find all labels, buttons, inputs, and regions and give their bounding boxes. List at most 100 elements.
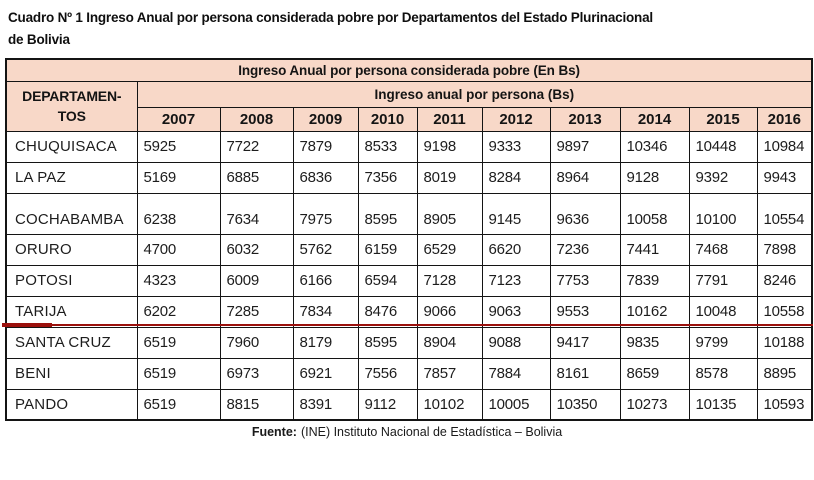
department-cell: TARIJA [5,295,138,328]
value-cell: 8815 [219,388,294,421]
value-cell: 10350 [549,388,621,421]
value-cell: 6238 [136,192,221,235]
value-cell: 8161 [549,357,621,390]
table-row: PANDO 6519 8815 8391 9112 10102 10005 10350 1027… [5,388,813,421]
value-cell: 9799 [688,326,758,359]
year-header-2014: 2014 [619,106,690,132]
value-cell: 10058 [619,192,690,235]
value-cell: 7123 [481,264,551,297]
value-cell: 10593 [756,388,813,421]
source-text: (INE) Instituto Nacional de Estadística … [300,425,563,439]
value-cell: 7839 [619,264,690,297]
value-cell: 7285 [219,295,294,328]
value-cell: 6921 [292,357,359,390]
value-cell: 8284 [481,161,551,194]
value-cell: 8964 [549,161,621,194]
value-cell: 10048 [688,295,758,328]
value-cell: 8179 [292,326,359,359]
value-cell: 8905 [416,192,483,235]
value-cell: 6166 [292,264,359,297]
value-cell: 6519 [136,357,221,390]
value-cell: 4700 [136,233,221,266]
value-cell: 8246 [756,264,813,297]
value-cell: 10188 [756,326,813,359]
value-cell: 9636 [549,192,621,235]
department-cell: CHUQUISACA [5,130,138,163]
table-header-row-years: 2007 2008 2009 2010 2011 2012 2013 2014 2015 2016 [6,106,813,132]
value-cell: 6836 [292,161,359,194]
value-cell: 10102 [416,388,483,421]
value-cell: 7975 [292,192,359,235]
value-cell: 9198 [416,130,483,163]
value-cell: 5925 [136,130,221,163]
value-cell: 6202 [136,295,221,328]
value-cell: 9392 [688,161,758,194]
value-cell: 7722 [219,130,294,163]
year-header-2007: 2007 [136,106,221,132]
table-row: SANTA CRUZ 6519 7960 8179 8595 8904 9088 9417 98… [5,326,813,359]
department-cell: BENI [5,357,138,390]
value-cell: 7356 [357,161,418,194]
value-cell: 8595 [357,192,418,235]
table-main-header: Ingreso Anual por persona considerada po… [5,58,813,82]
table-caption-line1: Cuadro Nº 1 Ingreso Anual por persona co… [8,10,653,25]
value-cell: 9835 [619,326,690,359]
value-cell: 6032 [219,233,294,266]
value-cell: 10984 [756,130,813,163]
value-cell: 9088 [481,326,551,359]
department-cell: PANDO [5,388,138,421]
table-caption-line2: de Bolivia [8,32,70,47]
department-column-header: DEPARTAMEN- TOS [5,80,138,132]
income-table: Ingreso Anual por persona considerada po… [5,58,814,421]
value-cell: 7791 [688,264,758,297]
year-group-header: Ingreso anual por persona (Bs) [136,80,813,108]
department-header-line1: DEPARTAMEN- [22,88,122,104]
value-cell: 7236 [549,233,621,266]
department-cell: LA PAZ [5,161,138,194]
value-cell: 9112 [357,388,418,421]
value-cell: 10558 [756,295,813,328]
value-cell: 10005 [481,388,551,421]
value-cell: 8019 [416,161,483,194]
value-cell: 8391 [292,388,359,421]
table-row: LA PAZ 5169 6885 6836 7356 8019 8284 8964 9128 93… [5,161,813,194]
table-caption: Cuadro Nº 1 Ingreso Anual por persona co… [0,0,814,51]
value-cell: 9897 [549,130,621,163]
year-header-2013: 2013 [549,106,621,132]
table-header-row-main: Ingreso Anual por persona considerada po… [5,58,813,82]
value-cell: 7468 [688,233,758,266]
value-cell: 10554 [756,192,813,235]
value-cell: 9066 [416,295,483,328]
value-cell: 7857 [416,357,483,390]
value-cell: 8578 [688,357,758,390]
value-cell: 7884 [481,357,551,390]
value-cell: 8595 [357,326,418,359]
value-cell: 9063 [481,295,551,328]
value-cell: 9128 [619,161,690,194]
table-header-row-group: DEPARTAMEN- TOS Ingreso anual por person… [5,80,813,132]
value-cell: 8476 [357,295,418,328]
table-row: TARIJA 6202 7285 7834 8476 9066 9063 9553 10162 1… [5,295,813,328]
value-cell: 6594 [357,264,418,297]
department-cell: ORURO [5,233,138,266]
value-cell: 6159 [357,233,418,266]
value-cell: 8904 [416,326,483,359]
table-row: POTOSI 4323 6009 6166 6594 7128 7123 7753 7839 77… [5,264,813,297]
value-cell: 4323 [136,264,221,297]
value-cell: 7556 [357,357,418,390]
value-cell: 9145 [481,192,551,235]
year-header-2010: 2010 [357,106,418,132]
value-cell: 6620 [481,233,551,266]
value-cell: 7960 [219,326,294,359]
value-cell: 6973 [219,357,294,390]
value-cell: 7128 [416,264,483,297]
value-cell: 6009 [219,264,294,297]
source-label: Fuente: [251,425,297,439]
value-cell: 9553 [549,295,621,328]
value-cell: 6519 [136,388,221,421]
value-cell: 8533 [357,130,418,163]
value-cell: 5762 [292,233,359,266]
value-cell: 10448 [688,130,758,163]
table-row: ORURO 4700 6032 5762 6159 6529 6620 7236 7441 746… [5,233,813,266]
